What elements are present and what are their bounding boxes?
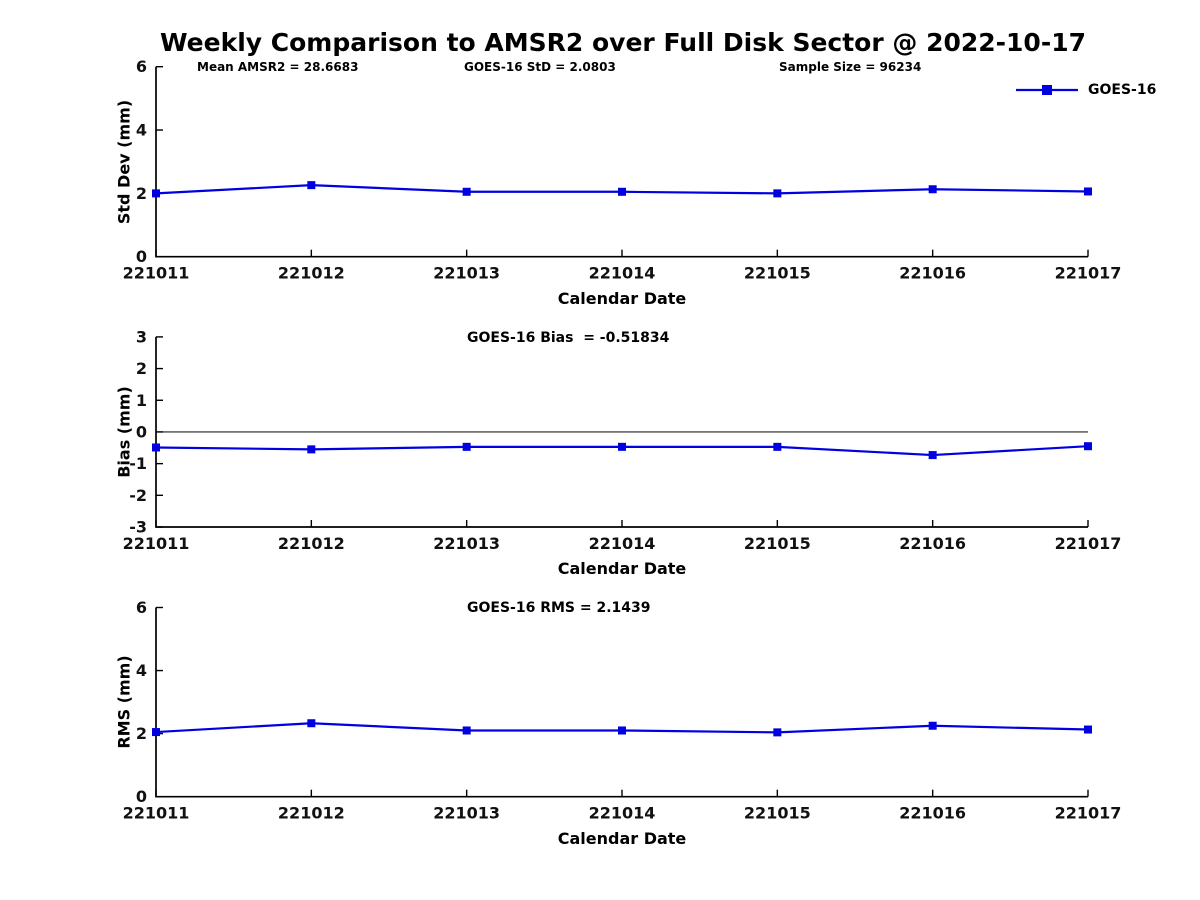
data-point-marker <box>152 728 160 737</box>
x-tick-label: 221017 <box>1055 264 1122 283</box>
figure-title: Weekly Comparison to AMSR2 over Full Dis… <box>159 28 1086 57</box>
y-tick-label: 4 <box>136 661 147 680</box>
data-point-marker <box>928 721 937 730</box>
x-tick-label: 221015 <box>744 804 811 823</box>
x-tick-label: 221011 <box>123 264 190 283</box>
data-point-marker <box>928 185 937 194</box>
panel-title-bias: GOES-16 Bias = -0.51834 <box>467 330 670 346</box>
x-tick-label: 221012 <box>278 534 345 553</box>
panel-title-rms: GOES-16 RMS = 2.1439 <box>467 600 651 616</box>
data-point-marker <box>773 189 782 198</box>
y-tick-label: 2 <box>136 184 147 203</box>
x-tick-label: 221015 <box>744 534 811 553</box>
legend-line-marker-icon <box>1016 85 1078 95</box>
x-tick-label: 221011 <box>123 804 190 823</box>
x-tick-label: 221014 <box>589 264 656 283</box>
data-point-marker <box>152 189 160 198</box>
x-tick-label: 221016 <box>899 804 966 823</box>
stat-mean-amsr2: Mean AMSR2 = 28.6683 <box>197 60 359 74</box>
x-tick-label: 221016 <box>899 534 966 553</box>
data-point-marker <box>773 728 782 737</box>
data-point-marker <box>152 443 160 452</box>
y-tick-label: 6 <box>136 57 147 76</box>
x-tick-label: 221014 <box>589 804 656 823</box>
xlabel-calendar-date-3: Calendar Date <box>557 829 687 848</box>
y-tick-label: -3 <box>129 518 147 537</box>
data-point-marker <box>307 719 316 728</box>
data-point-marker <box>307 181 316 190</box>
x-tick-label: 221012 <box>278 264 345 283</box>
y-tick-label: 2 <box>136 724 147 743</box>
axes-spines <box>155 66 1088 258</box>
stat-goes16-std: GOES-16 StD = 2.0803 <box>464 60 616 74</box>
y-tick-label: -2 <box>129 486 147 505</box>
legend: GOES-16 <box>1014 82 1156 98</box>
y-tick-label: 2 <box>136 359 147 378</box>
xlabel-calendar-date-1: Calendar Date <box>557 289 687 308</box>
y-tick-label: 1 <box>136 391 147 410</box>
data-point-marker <box>928 451 937 460</box>
y-tick-label: -1 <box>129 454 147 473</box>
y-tick-label: 0 <box>136 787 147 806</box>
data-point-marker <box>1084 442 1092 451</box>
x-tick-label: 221013 <box>433 534 500 553</box>
y-tick-label: 4 <box>136 121 147 140</box>
x-tick-label: 221013 <box>433 804 500 823</box>
y-tick-label: 0 <box>136 247 147 266</box>
data-point-marker <box>773 442 782 451</box>
x-tick-label: 221011 <box>123 534 190 553</box>
data-point-marker <box>462 726 471 735</box>
xlabel-calendar-date-2: Calendar Date <box>557 559 687 578</box>
data-point-marker <box>1084 725 1092 734</box>
data-point-marker <box>462 187 471 196</box>
y-tick-label: 3 <box>136 327 147 346</box>
data-point-marker <box>618 726 626 735</box>
x-tick-label: 221012 <box>278 804 345 823</box>
x-tick-label: 221017 <box>1055 804 1122 823</box>
y-tick-label: 6 <box>136 598 147 617</box>
data-point-marker <box>307 445 316 454</box>
x-tick-label: 221017 <box>1055 534 1122 553</box>
stat-sample-size: Sample Size = 96234 <box>779 60 922 74</box>
data-point-marker <box>462 442 471 451</box>
data-point-marker <box>618 442 626 451</box>
data-point-marker <box>1084 187 1092 196</box>
x-tick-label: 221013 <box>433 264 500 283</box>
data-point-marker <box>618 187 626 196</box>
y-tick-label: 0 <box>136 422 147 441</box>
legend-label: GOES-16 <box>1088 82 1157 98</box>
axes-spines <box>155 607 1088 798</box>
x-tick-label: 221014 <box>589 534 656 553</box>
x-tick-label: 221015 <box>744 264 811 283</box>
x-tick-label: 221016 <box>899 264 966 283</box>
